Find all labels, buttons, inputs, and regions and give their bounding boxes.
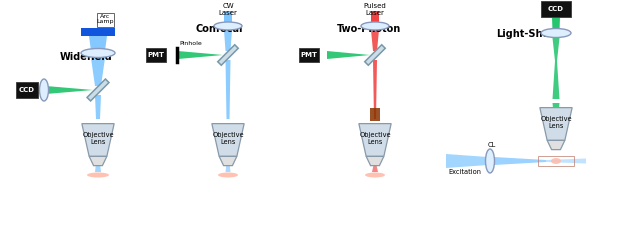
Text: Pulsed
Laser: Pulsed Laser — [364, 3, 387, 16]
Polygon shape — [219, 156, 237, 166]
Text: Two-Photon: Two-Photon — [337, 24, 401, 34]
Polygon shape — [546, 158, 586, 164]
Ellipse shape — [218, 172, 238, 177]
Polygon shape — [373, 60, 377, 119]
Ellipse shape — [486, 149, 495, 173]
Text: Objective
Lens: Objective Lens — [359, 132, 391, 145]
Ellipse shape — [541, 28, 571, 38]
Ellipse shape — [361, 22, 389, 30]
Polygon shape — [372, 163, 378, 172]
Polygon shape — [446, 154, 488, 168]
Polygon shape — [359, 124, 391, 156]
Bar — [81, 28, 115, 36]
Polygon shape — [212, 124, 244, 156]
Ellipse shape — [214, 22, 242, 30]
Text: Pinhole: Pinhole — [179, 41, 202, 46]
Polygon shape — [89, 156, 107, 166]
Bar — [299, 48, 319, 62]
Polygon shape — [95, 95, 101, 119]
Polygon shape — [178, 51, 223, 59]
Text: Excitation: Excitation — [448, 169, 481, 175]
Text: Widefield: Widefield — [60, 52, 113, 62]
Text: Objective
Lens: Objective Lens — [540, 116, 572, 129]
Polygon shape — [95, 163, 101, 172]
Polygon shape — [494, 157, 546, 165]
Ellipse shape — [87, 172, 109, 177]
Text: Arc
Lamp: Arc Lamp — [96, 14, 114, 25]
Polygon shape — [327, 51, 370, 59]
Polygon shape — [225, 60, 230, 119]
Bar — [538, 156, 574, 166]
Polygon shape — [89, 36, 107, 51]
Polygon shape — [46, 86, 93, 94]
Ellipse shape — [40, 79, 49, 101]
Text: CL: CL — [488, 142, 496, 148]
Text: PMT: PMT — [301, 52, 317, 58]
Ellipse shape — [551, 158, 561, 164]
Text: CCD: CCD — [19, 87, 35, 93]
Bar — [97, 13, 113, 27]
Text: CCD: CCD — [548, 6, 564, 12]
Text: PMT: PMT — [147, 52, 164, 58]
Text: CW
Laser: CW Laser — [219, 3, 237, 16]
Polygon shape — [552, 38, 559, 61]
Text: Objective
Lens: Objective Lens — [212, 132, 244, 145]
Polygon shape — [365, 45, 385, 65]
Text: Confocal: Confocal — [196, 24, 243, 34]
Text: Objective
Lens: Objective Lens — [82, 132, 114, 145]
Polygon shape — [366, 156, 384, 166]
Polygon shape — [224, 11, 232, 24]
Bar — [146, 48, 166, 62]
Bar — [370, 108, 380, 121]
Polygon shape — [552, 103, 559, 113]
Polygon shape — [218, 45, 238, 65]
Bar — [541, 1, 571, 17]
Polygon shape — [224, 30, 232, 51]
Polygon shape — [552, 17, 560, 31]
Polygon shape — [91, 58, 105, 86]
Polygon shape — [547, 140, 565, 150]
Polygon shape — [371, 30, 379, 51]
Ellipse shape — [81, 49, 115, 57]
Polygon shape — [225, 163, 230, 172]
Polygon shape — [540, 108, 572, 140]
Polygon shape — [552, 61, 559, 99]
Text: Light-Sheet: Light-Sheet — [496, 29, 561, 39]
Bar — [16, 82, 38, 98]
Polygon shape — [82, 124, 114, 156]
Polygon shape — [87, 79, 109, 101]
Polygon shape — [371, 11, 379, 24]
Ellipse shape — [365, 172, 385, 177]
